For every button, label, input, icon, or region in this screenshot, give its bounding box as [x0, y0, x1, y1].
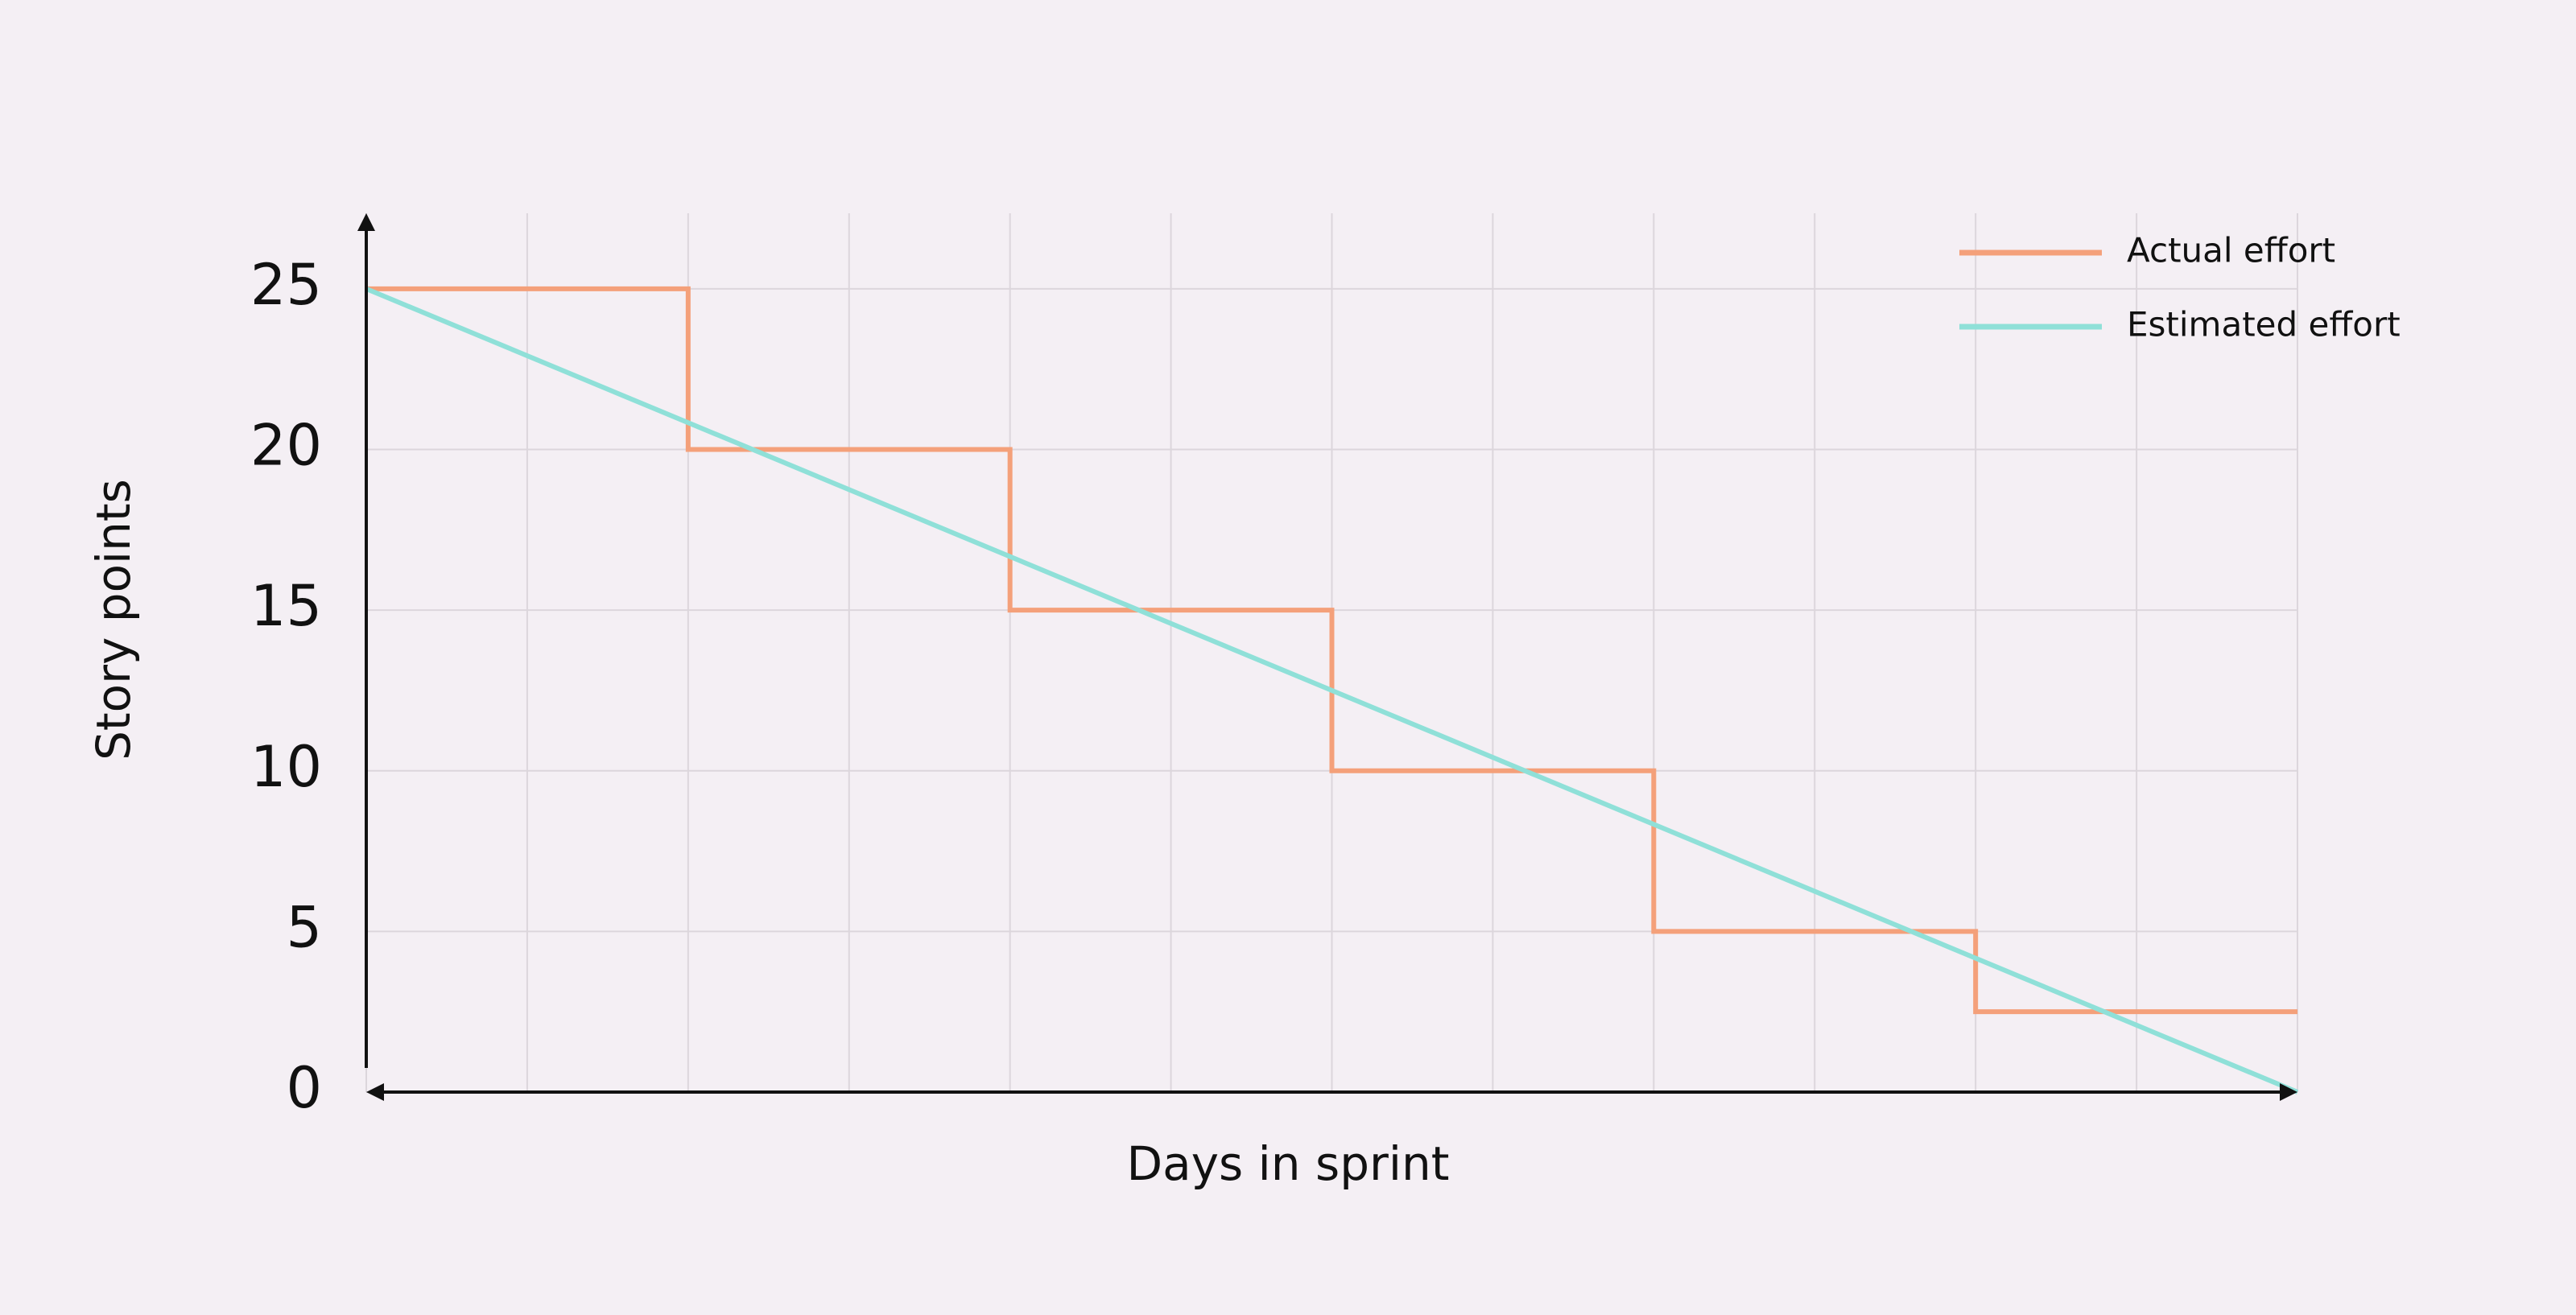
y-tick-label: 10 — [250, 734, 322, 800]
legend-label: Actual effort — [2127, 231, 2335, 270]
x-axis-arrow — [366, 1083, 384, 1101]
plot — [365, 286, 2299, 1094]
series-line — [365, 286, 2299, 1094]
x-axis-arrow — [2280, 1083, 2297, 1101]
y-tick-label: 20 — [250, 413, 322, 479]
y-tick-label: 0 — [286, 1055, 322, 1121]
y-tick-label: 25 — [250, 252, 322, 318]
legend-label: Estimated effort — [2127, 305, 2401, 344]
y-tick-label: 5 — [286, 894, 322, 960]
y-tick-label: 15 — [250, 573, 322, 639]
x-axis-label: Days in sprint — [1127, 1136, 1450, 1191]
y-axis-arrow — [357, 213, 375, 231]
y-axis-label: Story points — [86, 479, 141, 761]
